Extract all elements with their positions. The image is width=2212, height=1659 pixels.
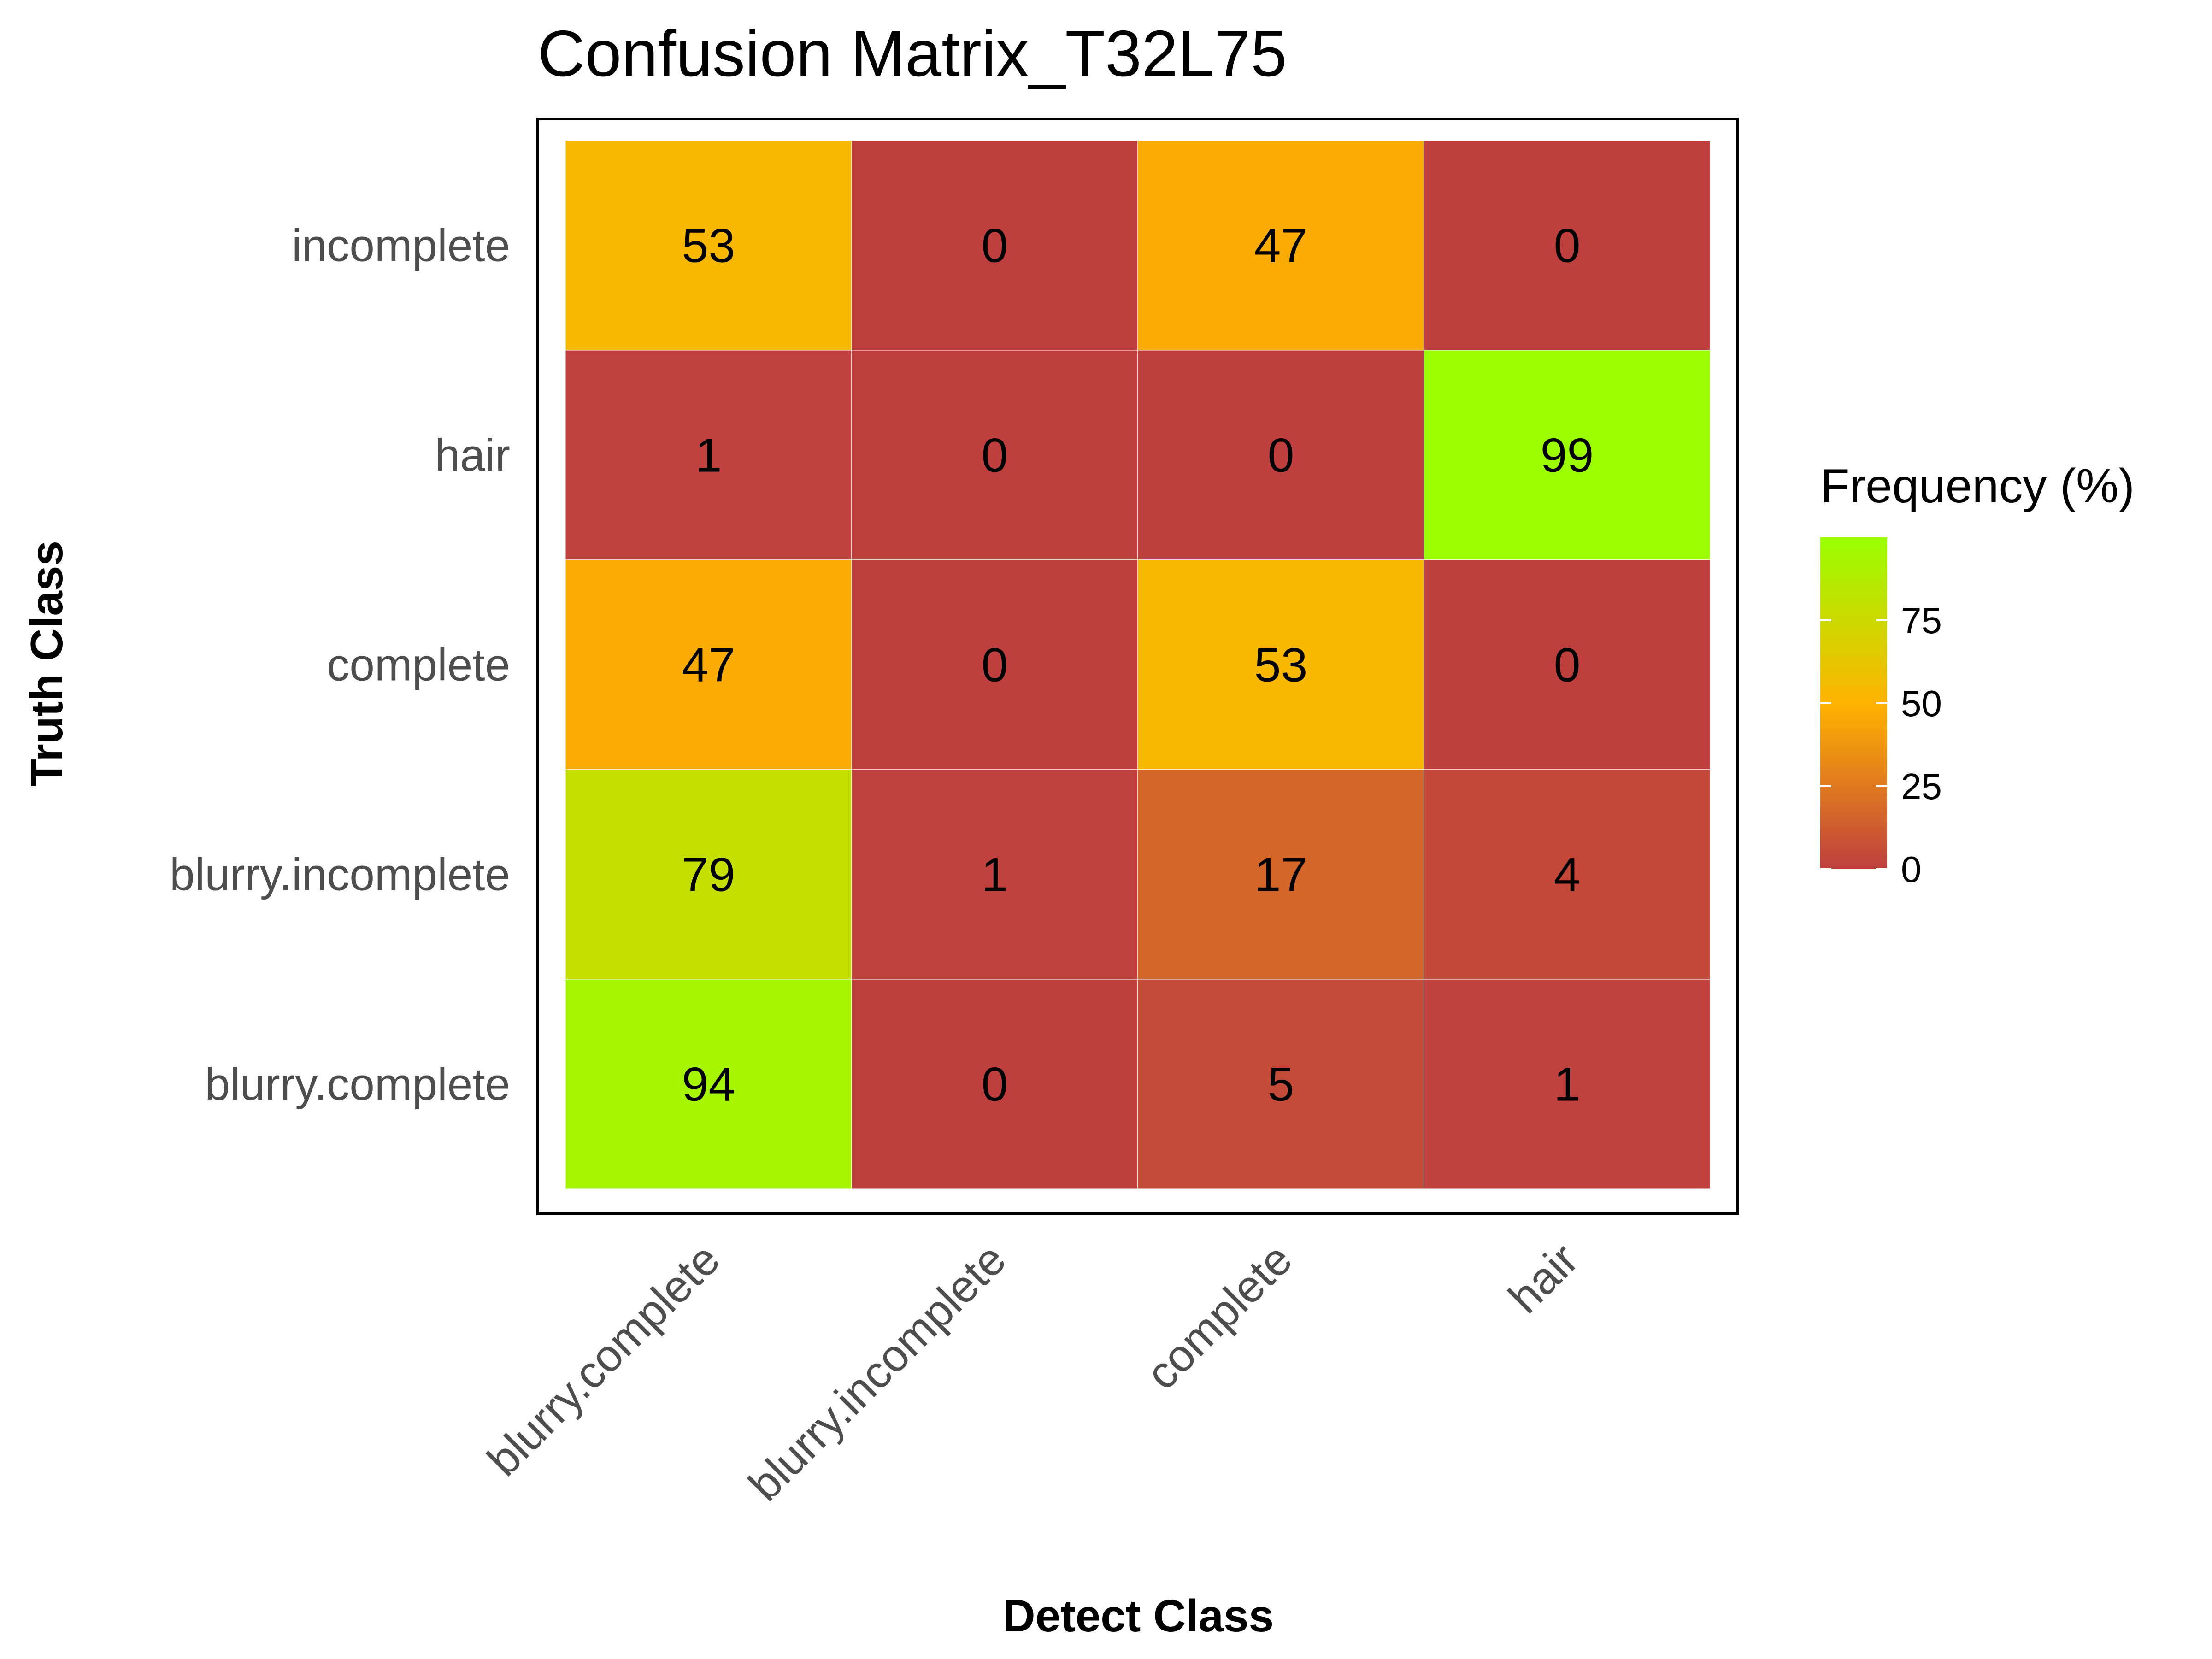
cell-value-label: 0 <box>1268 429 1294 482</box>
y-tick-label: incomplete <box>292 220 510 271</box>
x-axis-title: Detect Class <box>1003 1590 1274 1641</box>
heatmap-cell <box>1424 140 1711 351</box>
cell-value-label: 1 <box>982 848 1008 902</box>
panel-border <box>536 118 1739 1215</box>
heatmap-cell <box>565 769 852 980</box>
legend-title: Frequency (%) <box>1820 459 2135 513</box>
x-tick-label: complete <box>1136 1234 1301 1399</box>
cell-value-label: 0 <box>982 219 1008 273</box>
heatmap-cell <box>851 559 1138 770</box>
heatmap-cell <box>851 979 1138 1189</box>
legend-tick-label: 25 <box>1901 766 1942 807</box>
cell-value-label: 53 <box>1254 639 1308 692</box>
y-tick-label: blurry.complete <box>205 1059 510 1110</box>
cell-value-label: 99 <box>1541 429 1594 482</box>
heatmap-cell <box>1424 350 1711 560</box>
x-tick-label: blurry.complete <box>477 1234 729 1485</box>
cell-value-label: 1 <box>695 429 722 482</box>
heatmap-cell <box>851 140 1138 351</box>
heatmap-cell <box>1424 559 1711 770</box>
heatmap-cell <box>565 140 852 351</box>
cell-value-label: 53 <box>682 219 735 273</box>
cell-value-label: 79 <box>682 848 735 902</box>
y-tick-label: blurry.incomplete <box>170 849 510 900</box>
heatmap-cells: 53 0 47 0 1 0 0 99 47 0 53 0 79 1 17 4 94 0 5 1 <box>565 140 1711 1189</box>
cell-value-label: 0 <box>982 1058 1008 1112</box>
cell-value-label: 0 <box>1554 219 1581 273</box>
x-tick-label: hair <box>1499 1234 1588 1323</box>
heatmap-cell <box>1137 769 1424 980</box>
cell-value-label: 47 <box>682 639 735 692</box>
cell-value-label: 94 <box>682 1058 735 1112</box>
legend-colorbar <box>1820 537 1887 869</box>
heatmap-cell <box>1137 559 1424 770</box>
y-axis-title: Truth Class <box>21 541 72 787</box>
heatmap-cell <box>1137 140 1424 351</box>
cell-value-label: 47 <box>1254 219 1308 273</box>
heatmap-cell <box>1424 769 1711 980</box>
cell-value-label: 1 <box>1554 1058 1581 1112</box>
y-tick-label: complete <box>327 640 510 690</box>
cell-value-label: 4 <box>1554 848 1581 902</box>
y-axis-ticks: incomplete hair complete blurry.incomplete b… <box>170 220 510 1110</box>
x-tick-label: blurry.incomplete <box>739 1234 1015 1510</box>
legend-tick-label: 50 <box>1901 683 1942 724</box>
legend-ticks: 0 25 50 75 <box>1820 600 1942 890</box>
cell-value-label: 5 <box>1268 1058 1294 1112</box>
y-tick-label: hair <box>435 430 510 481</box>
heatmap-cell <box>851 769 1138 980</box>
heatmap-cell <box>1137 350 1424 560</box>
heatmap-cell <box>565 979 852 1189</box>
legend-tick-label: 75 <box>1901 600 1942 641</box>
heatmap-cell <box>1137 979 1424 1189</box>
cell-value-label: 0 <box>982 639 1008 692</box>
heatmap-cell <box>1424 979 1711 1189</box>
cell-value-label: 0 <box>1554 639 1581 692</box>
x-axis-ticks: blurry.complete blurry.incomplete complete… <box>477 1234 1588 1510</box>
chart-title: Confusion Matrix_T32L75 <box>538 17 1287 90</box>
legend: Frequency (%) 0 25 50 75 <box>1820 459 2135 890</box>
heatmap-cell <box>565 559 852 770</box>
legend-tick-label: 0 <box>1901 849 1922 890</box>
cell-value-label: 0 <box>982 429 1008 482</box>
heatmap-cell <box>851 350 1138 560</box>
cell-value-label: 17 <box>1254 848 1308 902</box>
